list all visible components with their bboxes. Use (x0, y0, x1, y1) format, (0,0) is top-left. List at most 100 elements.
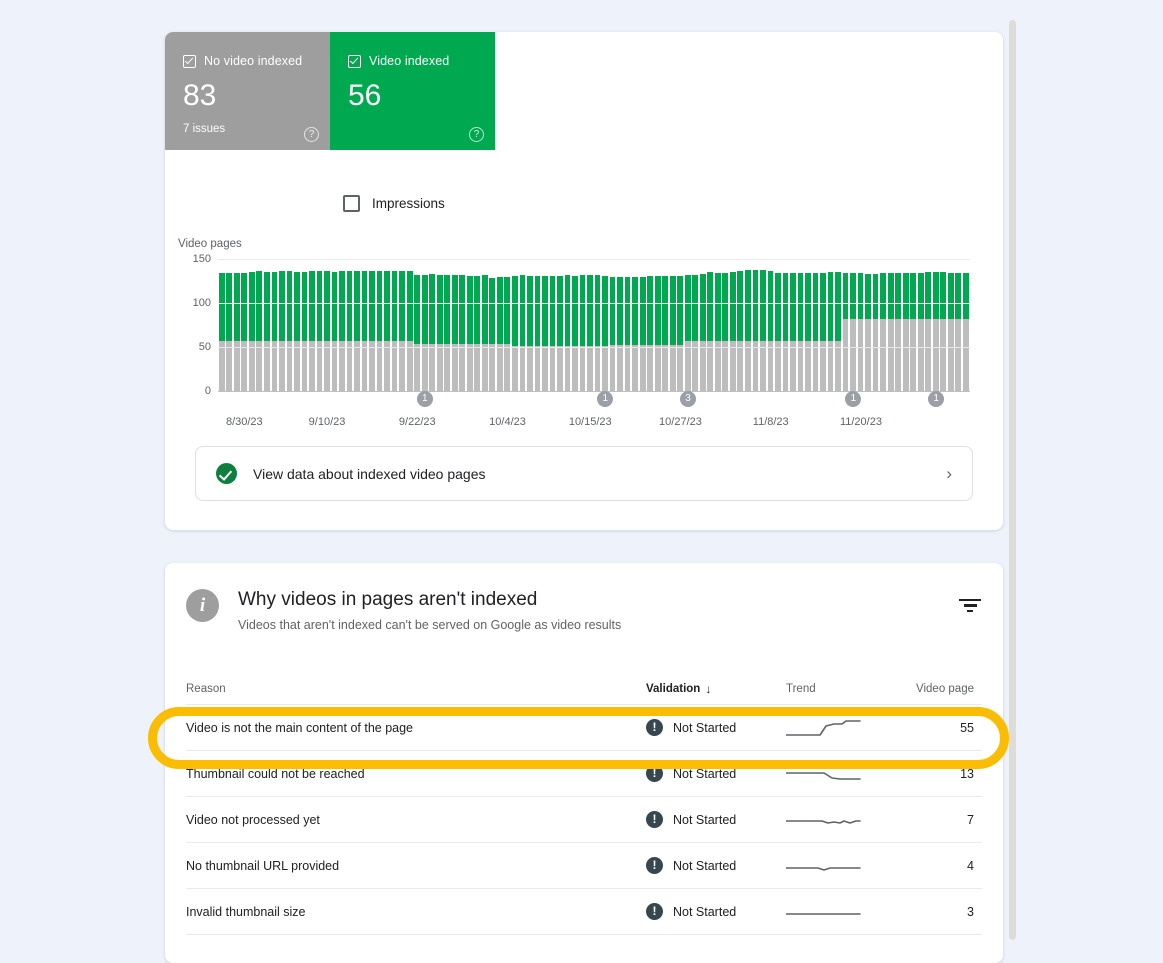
chart-bar-column[interactable] (744, 259, 752, 391)
chart-bar-column[interactable] (917, 259, 925, 391)
chart-bar-column[interactable] (293, 259, 301, 391)
chart-annotation-badge[interactable]: 1 (845, 391, 862, 407)
chart-bar-column[interactable] (594, 259, 602, 391)
chart-bar-column[interactable] (955, 259, 963, 391)
view-indexed-video-pages-banner[interactable]: View data about indexed video pages › (195, 446, 973, 501)
chart-bar-column[interactable] (849, 259, 857, 391)
chart-bar-column[interactable] (346, 259, 354, 391)
chart-bar-column[interactable] (233, 259, 241, 391)
chart-bar-column[interactable] (353, 259, 361, 391)
chart-bar-column[interactable] (511, 259, 519, 391)
chart-bar-column[interactable] (586, 259, 594, 391)
chart-annotation-badge[interactable]: 1 (597, 391, 614, 407)
chart-bar-column[interactable] (872, 259, 880, 391)
chart-bar-column[interactable] (879, 259, 887, 391)
chart-bar-column[interactable] (624, 259, 632, 391)
chart-bar-column[interactable] (443, 259, 451, 391)
table-row[interactable]: Video not processed yet! Not Started 7 (186, 797, 982, 843)
chart-bar-column[interactable] (526, 259, 534, 391)
chart-bar-column[interactable] (767, 259, 775, 391)
chart-bar-column[interactable] (406, 259, 414, 391)
table-row[interactable]: Thumbnail could not be reached! Not Start… (186, 751, 982, 797)
table-row[interactable]: Invalid thumbnail size! Not Started 3 (186, 889, 982, 935)
chart-bar-column[interactable] (864, 259, 872, 391)
chart-bar-column[interactable] (940, 259, 948, 391)
chart-bar-column[interactable] (481, 259, 489, 391)
chart-bar-column[interactable] (947, 259, 955, 391)
chart-bar-column[interactable] (248, 259, 256, 391)
chart-bar-column[interactable] (226, 259, 234, 391)
chart-bar-column[interactable] (489, 259, 497, 391)
chart-bar-column[interactable] (752, 259, 760, 391)
chart-bar-column[interactable] (804, 259, 812, 391)
checkbox-checked-icon[interactable] (183, 54, 196, 68)
chart-bar-column[interactable] (436, 259, 444, 391)
chart-bar-column[interactable] (842, 259, 850, 391)
chart-bar-column[interactable] (714, 259, 722, 391)
chart-bar-column[interactable] (383, 259, 391, 391)
status-tile-video-indexed[interactable]: Video indexed 56 ? (330, 32, 495, 150)
chart-bar-column[interactable] (932, 259, 940, 391)
chart-bar-column[interactable] (474, 259, 482, 391)
chart-bar-column[interactable] (278, 259, 286, 391)
chart-bar-column[interactable] (924, 259, 932, 391)
chart-bar-column[interactable] (654, 259, 662, 391)
checkbox-unchecked-icon[interactable] (343, 195, 360, 212)
chart-bar-column[interactable] (413, 259, 421, 391)
chart-bar-column[interactable] (601, 259, 609, 391)
chart-bar-column[interactable] (639, 259, 647, 391)
chart-bar-column[interactable] (308, 259, 316, 391)
chart-bar-column[interactable] (428, 259, 436, 391)
chart-bar-column[interactable] (241, 259, 249, 391)
chart-bar-column[interactable] (909, 259, 917, 391)
chart-bar-column[interactable] (827, 259, 835, 391)
chart-bar-column[interactable] (323, 259, 331, 391)
chart-bar-column[interactable] (571, 259, 579, 391)
checkbox-checked-icon[interactable] (348, 54, 361, 68)
chart-bar-column[interactable] (286, 259, 294, 391)
chart-bar-column[interactable] (646, 259, 654, 391)
chart-bar-column[interactable] (256, 259, 264, 391)
chart-bar-column[interactable] (902, 259, 910, 391)
chart-bar-column[interactable] (504, 259, 512, 391)
column-header-validation[interactable]: Validation ↓ (646, 682, 786, 696)
filter-icon[interactable] (959, 599, 981, 617)
chart-bar-column[interactable] (699, 259, 707, 391)
chart-bar-column[interactable] (391, 259, 399, 391)
chart-bar-column[interactable] (398, 259, 406, 391)
chart-bar-column[interactable] (669, 259, 677, 391)
chart-bar-column[interactable] (729, 259, 737, 391)
chart-bar-column[interactable] (691, 259, 699, 391)
chart-bar-column[interactable] (789, 259, 797, 391)
chart-bar-column[interactable] (534, 259, 542, 391)
chart-bar-column[interactable] (759, 259, 767, 391)
chart-bar-column[interactable] (797, 259, 805, 391)
chart-bar-column[interactable] (707, 259, 715, 391)
chart-bar-column[interactable] (301, 259, 309, 391)
chart-bar-column[interactable] (812, 259, 820, 391)
chart-bar-column[interactable] (722, 259, 730, 391)
chevron-right-icon[interactable]: › (946, 463, 952, 483)
chart-annotation-badge[interactable]: 1 (416, 391, 433, 407)
chart-bar-column[interactable] (263, 259, 271, 391)
chart-bar-column[interactable] (684, 259, 692, 391)
chart-bar-column[interactable] (549, 259, 557, 391)
chart-bar-column[interactable] (338, 259, 346, 391)
chart-bar-column[interactable] (819, 259, 827, 391)
chart-bar-column[interactable] (887, 259, 895, 391)
table-row[interactable]: No thumbnail URL provided! Not Started 4 (186, 843, 982, 889)
chart-bar-column[interactable] (616, 259, 624, 391)
chart-bar-column[interactable] (316, 259, 324, 391)
chart-bar-column[interactable] (376, 259, 384, 391)
chart-bar-column[interactable] (894, 259, 902, 391)
chart-bar-column[interactable] (459, 259, 467, 391)
chart-bar-column[interactable] (962, 259, 970, 391)
chart-bar-column[interactable] (774, 259, 782, 391)
chart-bar-column[interactable] (631, 259, 639, 391)
chart-bar-column[interactable] (834, 259, 842, 391)
chart-bar-column[interactable] (421, 259, 429, 391)
chart-bar-column[interactable] (271, 259, 279, 391)
chart-bar-column[interactable] (579, 259, 587, 391)
impressions-toggle[interactable]: Impressions (343, 195, 445, 212)
chart-bar-column[interactable] (857, 259, 865, 391)
